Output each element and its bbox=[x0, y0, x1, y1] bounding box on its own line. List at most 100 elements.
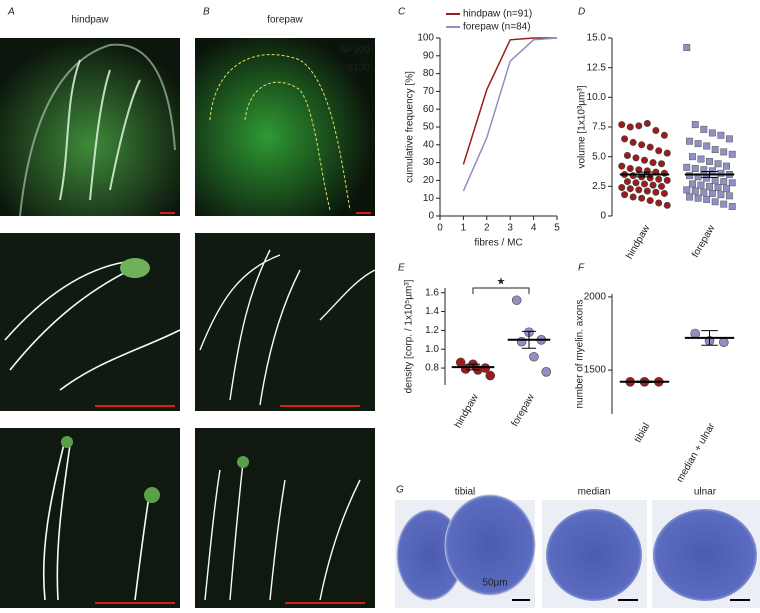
data-point bbox=[697, 155, 705, 163]
data-point bbox=[541, 367, 552, 377]
panel-letter: E bbox=[398, 263, 405, 274]
panel-letter: C bbox=[398, 7, 406, 18]
y-tick-label: 1.0 bbox=[425, 344, 439, 355]
data-point bbox=[714, 160, 722, 168]
y-tick-label: 30 bbox=[423, 157, 435, 168]
data-point bbox=[717, 131, 725, 139]
y-tick-label: 0 bbox=[600, 211, 606, 222]
data-point bbox=[720, 200, 728, 208]
data-point bbox=[638, 141, 646, 149]
data-point bbox=[700, 166, 708, 174]
data-point bbox=[717, 191, 725, 199]
data-point bbox=[686, 193, 694, 201]
y-tick-label: 10 bbox=[423, 193, 435, 204]
data-point bbox=[711, 146, 719, 153]
section-title: tibial bbox=[455, 487, 476, 498]
x-tick-label: 4 bbox=[531, 223, 537, 234]
x-tick-label: forepaw bbox=[690, 223, 718, 260]
data-point bbox=[703, 142, 711, 150]
data-point bbox=[638, 194, 646, 202]
y-tick-label: 100 bbox=[417, 33, 434, 44]
y-axis-label: cumulative frequency [%] bbox=[405, 71, 416, 183]
error-bar bbox=[521, 330, 537, 349]
data-point bbox=[723, 185, 731, 193]
stain-label: NF200 bbox=[340, 45, 370, 56]
data-point bbox=[652, 188, 660, 196]
data-point bbox=[663, 201, 671, 209]
error-bar bbox=[701, 330, 718, 346]
error-bar bbox=[701, 171, 718, 178]
data-point bbox=[683, 163, 691, 171]
y-tick-label: 20 bbox=[423, 175, 435, 186]
y-tick-label: 1.6 bbox=[425, 287, 439, 298]
data-point bbox=[632, 179, 640, 187]
panel-title: forepaw bbox=[267, 15, 303, 26]
annotation: ★ bbox=[497, 277, 506, 288]
y-tick-label: 2.5 bbox=[592, 181, 606, 192]
legend-label: hindpaw (n=91) bbox=[463, 9, 532, 20]
x-tick-label: hindpaw bbox=[624, 223, 653, 261]
y-tick-label: 40 bbox=[423, 139, 435, 150]
data-point bbox=[655, 199, 663, 207]
data-point bbox=[618, 162, 626, 170]
data-point bbox=[623, 178, 631, 186]
data-point bbox=[723, 162, 731, 170]
data-point bbox=[663, 149, 671, 157]
data-point bbox=[635, 166, 643, 174]
data-point bbox=[688, 153, 696, 161]
legend-label: forepaw (n=84) bbox=[463, 22, 531, 33]
data-point bbox=[460, 364, 471, 374]
data-point bbox=[691, 187, 699, 195]
data-point bbox=[706, 157, 713, 165]
panel-title: hindpaw bbox=[71, 15, 109, 26]
section-title: ulnar bbox=[694, 487, 717, 498]
data-point bbox=[725, 135, 733, 143]
y-tick-label: 7.5 bbox=[592, 122, 606, 133]
data-point bbox=[700, 125, 708, 133]
data-point bbox=[652, 127, 660, 135]
data-point bbox=[703, 195, 711, 203]
x-tick-label: hindpaw bbox=[453, 392, 482, 430]
data-point bbox=[623, 151, 631, 159]
data-point bbox=[626, 123, 634, 131]
scale-bar-label: 50µm bbox=[482, 578, 507, 589]
data-point bbox=[703, 174, 711, 182]
data-point bbox=[720, 148, 728, 156]
panel-letter: B bbox=[203, 7, 210, 18]
panel-letter: A bbox=[7, 7, 15, 18]
micrographs bbox=[0, 38, 376, 608]
data-point bbox=[635, 122, 643, 130]
data-point bbox=[711, 198, 719, 206]
y-tick-label: 0.8 bbox=[425, 363, 439, 374]
data-point bbox=[632, 154, 640, 162]
data-point bbox=[655, 147, 663, 155]
data-point bbox=[643, 167, 651, 175]
data-point bbox=[646, 174, 654, 182]
y-tick-label: 2000 bbox=[584, 292, 607, 303]
data-point bbox=[649, 159, 657, 167]
y-axis-label: number of myelin. axons bbox=[575, 300, 586, 409]
data-point bbox=[728, 150, 736, 158]
data-point bbox=[706, 182, 713, 190]
line bbox=[462, 37, 557, 165]
y-tick-label: 1.4 bbox=[425, 306, 439, 317]
data-point bbox=[516, 336, 527, 347]
y-tick-label: 50 bbox=[423, 122, 435, 133]
x-tick-label: 3 bbox=[507, 223, 513, 234]
x-tick-label: median + ulnar bbox=[675, 421, 718, 485]
data-point bbox=[717, 169, 725, 177]
data-point bbox=[691, 121, 699, 129]
data-point bbox=[694, 140, 702, 148]
panel-letter: F bbox=[578, 263, 585, 274]
micrograph bbox=[0, 233, 180, 411]
data-point bbox=[725, 192, 733, 200]
data-point bbox=[708, 129, 716, 137]
data-point bbox=[686, 137, 694, 145]
y-tick-label: 15.0 bbox=[587, 33, 607, 44]
data-point bbox=[728, 179, 736, 187]
x-tick-label: 0 bbox=[437, 223, 443, 234]
data-point bbox=[529, 351, 539, 362]
data-point bbox=[700, 188, 708, 196]
data-point bbox=[683, 186, 691, 194]
